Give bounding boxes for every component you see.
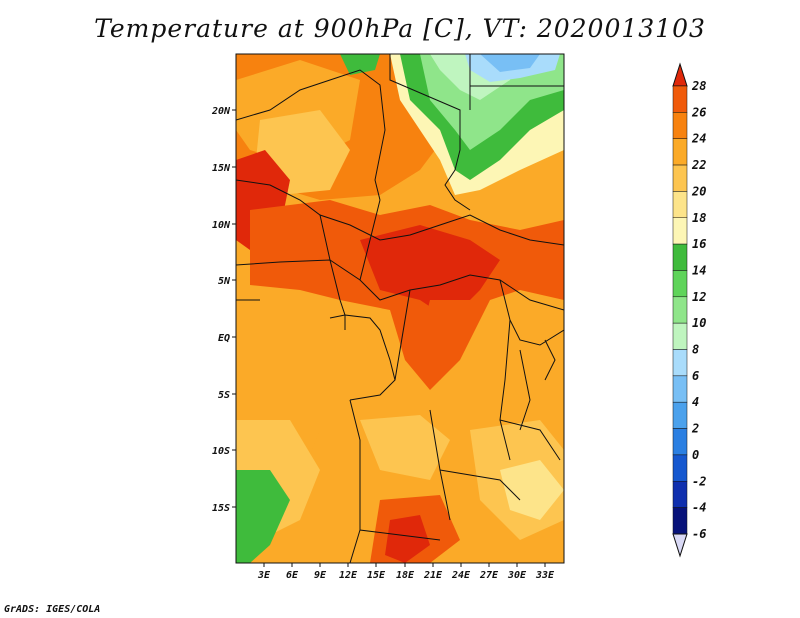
lat-label: 10N (212, 220, 231, 231)
colorbar-segment (672, 322, 688, 350)
congo-warm-zone (420, 300, 470, 380)
colorbar-segment (672, 375, 688, 403)
colorbar-segment (672, 401, 688, 429)
colorbar-segment (672, 349, 688, 377)
colorbar-label: 10 (692, 316, 706, 330)
colorbar-label: 2 (691, 422, 699, 436)
lat-label: 15S (212, 503, 230, 514)
colorbar-segment (672, 454, 688, 482)
grads-credit: GrADS: IGES/COLA (4, 604, 101, 615)
colorbar-segment (672, 481, 688, 508)
colorbar-label: -2 (692, 474, 706, 488)
colorbar-segment (672, 112, 688, 139)
colorbar-segment (672, 533, 688, 558)
lat-axis: 20N 15N 10N 5N EQ 5S 10S 15S (211, 106, 236, 514)
map-title: Temperature at 900hPa [C], VT: 202001310… (94, 14, 706, 43)
lon-label: 33E (535, 570, 555, 581)
country-boundaries (236, 54, 564, 563)
lon-label: 6E (286, 570, 299, 581)
colorbar-label: 18 (692, 211, 706, 225)
colorbar-segment (672, 85, 688, 113)
lat-label: 5N (218, 276, 231, 287)
lat-label: 10S (212, 446, 230, 457)
colorbar-segment (672, 217, 688, 245)
se-pale-zone (500, 460, 564, 520)
lat-label: EQ (218, 333, 230, 344)
lon-label: 18E (396, 570, 415, 581)
colorbar-label: 4 (692, 395, 699, 409)
colorbar-label: 8 (692, 343, 699, 357)
map-frame (235, 53, 565, 564)
colorbar-segment (672, 191, 688, 218)
lon-label: 27E (479, 570, 499, 581)
s-hot-zone (385, 515, 430, 563)
colorbar-label: 22 (691, 158, 706, 172)
colorbar-segment (672, 507, 688, 535)
colorbar-label: 6 (692, 369, 699, 383)
colorbar-segment (672, 62, 688, 87)
colorbar-segment (672, 164, 688, 192)
lon-label: 9E (314, 570, 327, 581)
lon-axis: 3E 6E 9E 12E 15E 18E 21E 24E 27E 30E 33E (257, 563, 555, 581)
n-green-patch (340, 54, 380, 75)
colorbar-label: 14 (692, 263, 706, 277)
colorbar-segment (672, 296, 688, 324)
colorbar-segment (672, 138, 688, 166)
temperature-field (236, 54, 564, 563)
colorbar-segment (672, 428, 688, 456)
colorbar-label: 0 (692, 448, 699, 462)
lon-label: 3E (257, 570, 271, 581)
colorbar-label: 24 (691, 132, 706, 146)
colorbar-label: 26 (691, 105, 706, 119)
lon-label: 21E (423, 570, 443, 581)
colorbar-label: 20 (691, 184, 706, 198)
lat-label: 20N (211, 106, 231, 117)
colorbar-label: 12 (692, 290, 706, 304)
ne-darkblue-zone (480, 54, 540, 72)
lon-label: 24E (451, 570, 471, 581)
lon-label: 12E (339, 570, 358, 581)
lat-label: 5S (218, 390, 230, 401)
lon-label: 30E (507, 570, 527, 581)
central-hot-core (360, 225, 500, 320)
lon-label: 15E (367, 570, 386, 581)
colorbar-segment (672, 243, 688, 271)
colorbar-label: 28 (691, 79, 706, 93)
colorbar-label: 16 (692, 237, 706, 251)
lat-label: 15N (212, 163, 231, 174)
colorbar-segment (672, 270, 688, 298)
sw-green-zone (236, 470, 290, 563)
colorbar-label: -6 (692, 527, 706, 541)
colorbar-label: -4 (692, 501, 706, 515)
s-cool-patch (360, 415, 450, 480)
